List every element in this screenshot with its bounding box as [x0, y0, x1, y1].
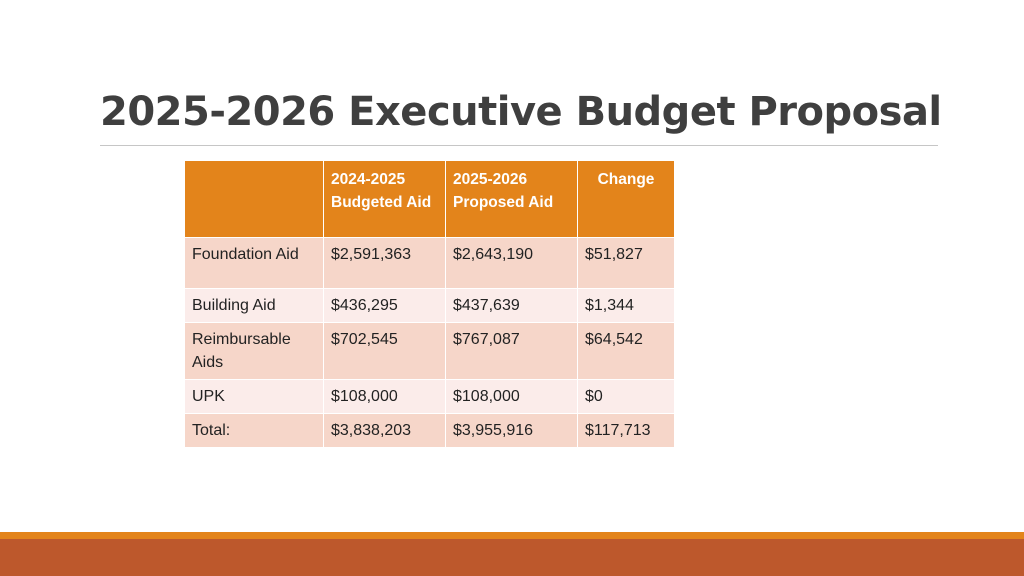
proposed-value: $767,087 — [445, 322, 578, 380]
budgeted-value: $2,591,363 — [323, 237, 446, 289]
table-total-row: Total: $3,838,203 $3,955,916 $117,713 — [184, 413, 675, 448]
change-value: $0 — [577, 379, 675, 414]
row-label: Building Aid — [184, 288, 324, 323]
proposed-value: $3,955,916 — [445, 413, 578, 448]
header-cell-budgeted: 2024-2025 Budgeted Aid — [323, 160, 446, 238]
title-divider — [100, 145, 938, 146]
change-value: $51,827 — [577, 237, 675, 289]
budgeted-value: $436,295 — [323, 288, 446, 323]
budgeted-value: $3,838,203 — [323, 413, 446, 448]
header-cell-change: Change — [577, 160, 675, 238]
proposed-value: $2,643,190 — [445, 237, 578, 289]
table-row: Building Aid $436,295 $437,639 $1,344 — [184, 288, 675, 323]
change-value: $117,713 — [577, 413, 675, 448]
header-cell-empty — [184, 160, 324, 238]
row-label: UPK — [184, 379, 324, 414]
slide-title: 2025-2026 Executive Budget Proposal — [100, 89, 942, 135]
row-label: Total: — [184, 413, 324, 448]
table-row: Foundation Aid $2,591,363 $2,643,190 $51… — [184, 237, 675, 289]
header-cell-proposed: 2025-2026 Proposed Aid — [445, 160, 578, 238]
footer-accent-stripe — [0, 532, 1024, 539]
budgeted-value: $108,000 — [323, 379, 446, 414]
budget-table: 2024-2025 Budgeted Aid 2025-2026 Propose… — [184, 160, 675, 448]
row-label: Foundation Aid — [184, 237, 324, 289]
table-header-row: 2024-2025 Budgeted Aid 2025-2026 Propose… — [184, 160, 675, 238]
row-label: Reimbursable Aids — [184, 322, 324, 380]
change-value: $1,344 — [577, 288, 675, 323]
proposed-value: $437,639 — [445, 288, 578, 323]
table-row: Reimbursable Aids $702,545 $767,087 $64,… — [184, 322, 675, 380]
change-value: $64,542 — [577, 322, 675, 380]
table-row: UPK $108,000 $108,000 $0 — [184, 379, 675, 414]
proposed-value: $108,000 — [445, 379, 578, 414]
budgeted-value: $702,545 — [323, 322, 446, 380]
footer-band — [0, 539, 1024, 576]
